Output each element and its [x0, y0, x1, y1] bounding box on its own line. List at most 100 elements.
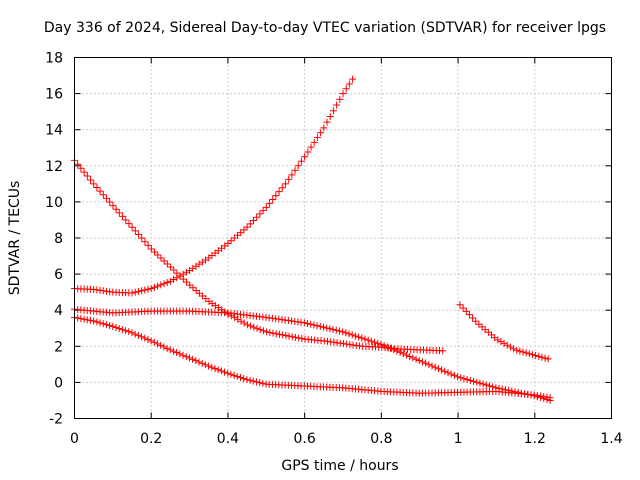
- data-point: [147, 245, 155, 253]
- data-point: [90, 317, 98, 325]
- data-point: [506, 343, 514, 351]
- data-point: [307, 143, 315, 151]
- data-point: [103, 194, 111, 202]
- data-point: [294, 162, 302, 170]
- data-point: [86, 316, 94, 324]
- series-layer: [71, 75, 554, 404]
- data-point: [541, 354, 549, 362]
- data-point: [450, 371, 458, 379]
- data-point: [313, 322, 321, 330]
- data-point: [332, 326, 340, 334]
- data-point: [134, 331, 142, 339]
- data-point: [460, 375, 468, 383]
- data-point: [93, 184, 101, 192]
- data-point: [135, 231, 143, 239]
- data-point: [288, 333, 296, 341]
- data-point: [374, 339, 382, 347]
- data-point: [115, 209, 123, 217]
- data-point: [141, 334, 149, 342]
- data-point: [288, 171, 296, 179]
- y-tick-label: 0: [54, 375, 63, 391]
- data-point: [336, 95, 344, 103]
- data-point: [240, 319, 248, 327]
- data-point: [77, 315, 85, 323]
- data-point: [482, 381, 490, 389]
- data-point: [351, 332, 359, 340]
- y-tick-label: 10: [45, 195, 63, 211]
- data-point: [342, 85, 350, 93]
- data-point: [125, 328, 133, 336]
- data-point: [361, 335, 369, 343]
- data-point: [176, 350, 184, 358]
- data-point: [157, 281, 165, 289]
- data-point: [310, 138, 318, 146]
- chart-title: Day 336 of 2024, Sidereal Day-to-day VTE…: [44, 20, 606, 36]
- y-tick-label: -2: [49, 412, 63, 428]
- x-tick-label: 0.8: [370, 431, 392, 447]
- data-point: [466, 376, 474, 384]
- data-point: [141, 238, 149, 246]
- data-point: [281, 180, 289, 188]
- data-point: [128, 289, 136, 297]
- data-point: [457, 374, 465, 382]
- data-point: [138, 333, 146, 341]
- data-point: [396, 348, 404, 356]
- data-point: [387, 344, 395, 352]
- data-point: [522, 349, 530, 357]
- data-point: [131, 330, 139, 338]
- data-point: [310, 321, 318, 329]
- data-point: [144, 335, 152, 343]
- data-point: [106, 322, 114, 330]
- data-point: [319, 323, 327, 331]
- y-axis-label: SDTVAR / TECUs: [7, 181, 23, 296]
- data-point: [233, 372, 241, 380]
- y-tick-label: 16: [45, 87, 63, 103]
- data-point: [160, 280, 168, 288]
- data-point: [217, 367, 225, 375]
- data-point: [96, 319, 104, 327]
- data-point: [99, 320, 107, 328]
- data-point: [301, 153, 309, 161]
- data-point: [179, 275, 187, 283]
- data-point: [510, 345, 518, 353]
- data-point: [371, 338, 379, 346]
- data-point: [151, 248, 159, 256]
- data-point: [462, 307, 470, 315]
- data-point: [138, 234, 146, 242]
- data-point: [118, 326, 126, 334]
- data-point: [532, 352, 540, 360]
- data-point: [224, 369, 232, 377]
- data-point: [275, 188, 283, 196]
- data-point: [154, 282, 162, 290]
- data-point: [131, 227, 139, 235]
- data-point: [470, 377, 478, 385]
- data-point: [185, 354, 193, 362]
- y-tick-label: 2: [54, 339, 63, 355]
- data-point: [102, 321, 110, 329]
- data-point: [83, 172, 91, 180]
- data-point: [544, 355, 552, 363]
- data-point: [122, 327, 130, 335]
- data-point: [173, 349, 181, 357]
- data-point: [249, 377, 257, 385]
- x-tick-label: 1: [454, 431, 463, 447]
- y-tick-label: 18: [45, 51, 63, 67]
- data-point: [182, 268, 190, 276]
- data-point: [109, 202, 117, 210]
- data-point: [208, 363, 216, 371]
- data-point: [399, 350, 407, 358]
- data-point: [285, 175, 293, 183]
- data-point: [295, 334, 303, 342]
- data-point: [93, 318, 101, 326]
- data-point: [355, 333, 363, 341]
- data-point: [406, 352, 414, 360]
- data-point: [256, 326, 264, 334]
- data-point: [182, 353, 190, 361]
- data-point: [144, 241, 152, 249]
- data-point: [329, 326, 337, 334]
- data-point: [173, 269, 181, 277]
- data-point: [253, 213, 261, 221]
- data-point: [358, 334, 366, 342]
- data-point: [329, 107, 337, 115]
- data-point: [377, 340, 385, 348]
